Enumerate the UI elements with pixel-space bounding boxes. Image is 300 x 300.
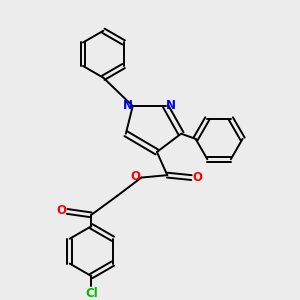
Text: N: N [165,99,176,112]
Text: Cl: Cl [85,287,98,300]
Text: O: O [56,204,66,217]
Text: O: O [192,171,202,184]
Text: O: O [130,170,140,183]
Text: N: N [123,99,133,112]
